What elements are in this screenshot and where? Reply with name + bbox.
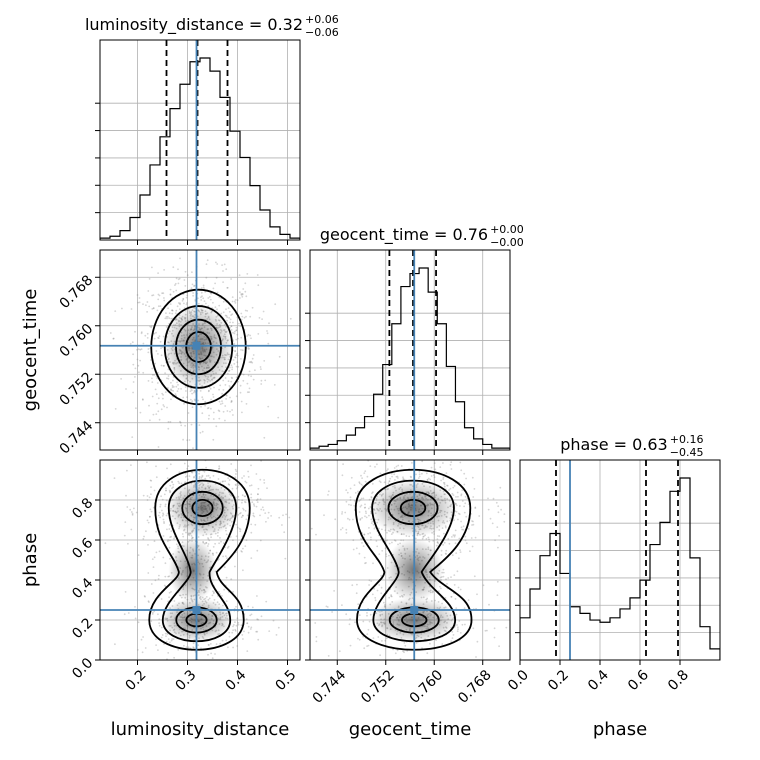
contour [150,288,247,406]
scatter-panel-luminosity_distance-phase [95,459,301,665]
hist-panel-luminosity_distance [95,39,301,245]
scatter-panel-luminosity_distance-geocent_time [95,249,301,455]
x-tick-label: 0.2 [122,667,149,694]
y-axis-label-geocent_time: geocent_time [20,289,41,412]
histogram-geocent_time [310,267,510,450]
density-fill [168,538,217,602]
panel-frame [309,249,511,451]
truth-marker [192,341,201,350]
title-upper-error: +0.06 [305,13,339,26]
y-tick-label: 0.752 [57,369,97,409]
panel-title-luminosity_distance: luminosity_distance = 0.32 [85,15,303,35]
panel-frame [99,459,301,661]
x-tick-label: 0.768 [455,667,495,707]
panel-title-phase: phase = 0.63 [560,435,667,454]
x-tick-label: 0.0 [505,667,532,694]
x-axis-label-luminosity_distance: luminosity_distance [111,719,290,740]
title-upper-error: +0.16 [670,433,704,446]
y-tick-label: 0.0 [69,655,96,682]
contour [354,468,473,651]
panel-frame [309,459,511,661]
panel-title-geocent_time: geocent_time = 0.76 [320,225,488,245]
title-lower-error: −0.00 [490,236,524,249]
contour [371,479,457,643]
x-axis-label-phase: phase [593,719,647,740]
contour [148,468,251,651]
x-tick-label: 0.3 [172,667,199,694]
y-axis-label-phase: phase [20,533,41,587]
contour [185,331,212,363]
x-tick-label: 0.5 [272,667,299,694]
title-upper-error: +0.00 [490,223,524,236]
panel-frame [99,249,301,451]
contour [163,305,234,389]
y-tick-label: 0.4 [69,575,96,602]
x-tick-label: 0.4 [585,667,612,694]
contour [387,490,439,526]
scatter-panel-geocent_time-phase [305,459,511,665]
x-tick-label: 0.8 [665,667,692,694]
truth-marker [192,606,201,614]
x-tick-label: 0.6 [625,667,652,694]
hist-panel-geocent_time [305,249,511,455]
contour [399,498,427,517]
x-tick-label: 0.744 [310,667,350,707]
density-fill [166,479,239,537]
x-tick-label: 0.760 [407,667,447,707]
hist-panel-phase [515,459,721,665]
title-lower-error: −0.45 [670,446,704,459]
title-lower-error: −0.06 [305,26,339,39]
contour [161,479,238,643]
y-tick-label: 0.744 [57,418,97,458]
contour [181,490,224,526]
density-fill [369,479,457,537]
panel-frame [519,459,721,661]
x-axis-label-geocent_time: geocent_time [349,719,472,740]
truth-marker [410,606,419,614]
contour [175,318,222,376]
y-tick-label: 0.6 [69,535,96,562]
y-tick-label: 0.2 [69,615,96,642]
y-tick-label: 0.768 [57,272,97,312]
x-tick-label: 0.752 [358,667,398,707]
y-tick-label: 0.760 [57,321,97,361]
histogram-phase [520,477,720,660]
y-tick-label: 0.8 [69,495,96,522]
panel-frame [99,39,301,241]
histogram-luminosity_distance [100,57,300,240]
contour [191,498,214,517]
x-tick-label: 0.2 [545,667,572,694]
x-tick-label: 0.4 [222,667,249,694]
